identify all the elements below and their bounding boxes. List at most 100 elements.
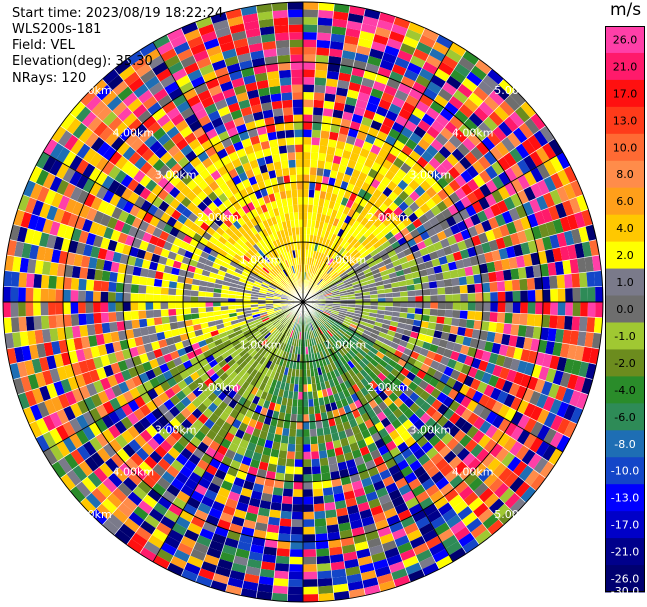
range-gate (273, 479, 285, 489)
range-gate (303, 167, 311, 175)
range-gate (320, 183, 328, 192)
range-gate (174, 412, 187, 424)
range-gate (284, 319, 290, 327)
range-gate (307, 323, 311, 332)
range-gate (577, 257, 587, 273)
range-gate (361, 429, 372, 439)
range-gate (55, 424, 70, 441)
range-gate (356, 243, 365, 252)
range-gate (329, 225, 337, 234)
range-gate (257, 324, 266, 331)
range-gate (326, 267, 334, 275)
range-gate (384, 244, 394, 254)
range-gate (370, 449, 382, 460)
range-gate (426, 244, 436, 254)
ray-separator (240, 301, 304, 596)
ray-separator (139, 301, 304, 554)
range-gate (310, 330, 315, 339)
range-gate (258, 461, 269, 471)
range-gate (370, 305, 378, 310)
range-gate (567, 244, 578, 260)
range-gate (411, 325, 421, 334)
range-gate (275, 348, 282, 357)
range-gate (464, 327, 474, 338)
range-gate (493, 84, 510, 101)
range-gate (359, 396, 369, 406)
range-gate (571, 228, 582, 245)
range-gate (385, 110, 399, 122)
range-gate (316, 260, 322, 268)
range-gate (123, 283, 132, 293)
range-gate (319, 351, 325, 360)
range-gate (334, 277, 342, 284)
range-gate (422, 288, 431, 296)
range-gate (415, 41, 433, 55)
range-gate (271, 441, 281, 451)
range-gate (101, 428, 115, 444)
range-gate (321, 123, 332, 132)
range-gate (325, 331, 332, 339)
range-gate (470, 378, 482, 391)
range-gate (460, 195, 472, 209)
range-gate (152, 432, 166, 446)
range-gate (417, 119, 431, 133)
range-gate (277, 313, 285, 319)
range-gate (497, 291, 506, 302)
range-gate (556, 401, 570, 418)
range-gate (503, 269, 512, 281)
range-gate (10, 316, 20, 333)
range-gate (306, 376, 312, 385)
range-gate (334, 94, 347, 104)
range-gate (299, 361, 303, 370)
range-gate (491, 400, 504, 415)
range-gate (506, 369, 517, 383)
range-gate (318, 198, 325, 207)
range-gate (447, 204, 459, 216)
range-gate (508, 334, 518, 348)
range-gate (373, 218, 383, 228)
range-gate (306, 361, 311, 370)
range-gate (288, 436, 296, 445)
range-gate (277, 314, 285, 320)
range-gate (313, 275, 318, 283)
range-gate (360, 116, 373, 127)
range-gate (367, 537, 382, 549)
range-gate (168, 287, 177, 296)
range-gate (334, 178, 343, 188)
range-gate (101, 414, 115, 429)
range-ring-label: 1.00km (240, 338, 282, 351)
range-gate (281, 495, 293, 505)
range-gate (336, 375, 344, 385)
range-gate (63, 289, 71, 302)
range-gate (321, 115, 333, 125)
ray-separator (210, 301, 304, 588)
range-gate (213, 451, 225, 463)
range-gate (312, 250, 317, 259)
range-gate (314, 525, 328, 535)
range-gate (288, 571, 303, 580)
range-gate (162, 452, 176, 466)
range-gate (238, 349, 248, 358)
range-gate (338, 285, 346, 291)
range-gate (138, 276, 148, 286)
range-gate (330, 271, 338, 279)
range-gate (265, 409, 274, 418)
range-gate (425, 417, 437, 430)
range-gate (535, 146, 550, 164)
range-gate (204, 489, 218, 501)
range-gate (517, 360, 528, 374)
range-gate (487, 519, 504, 536)
range-gate (438, 445, 452, 459)
range-gate (454, 404, 467, 417)
range-gate (101, 270, 111, 282)
range-gate (391, 23, 408, 36)
ray-separator (302, 2, 319, 303)
range-gate (462, 137, 476, 152)
range-gate (269, 85, 281, 95)
range-gate (355, 329, 364, 336)
ray-separator (302, 301, 467, 554)
range-gate (437, 287, 446, 295)
range-gate (288, 32, 303, 40)
range-gate (491, 189, 504, 204)
range-gate (357, 257, 366, 266)
